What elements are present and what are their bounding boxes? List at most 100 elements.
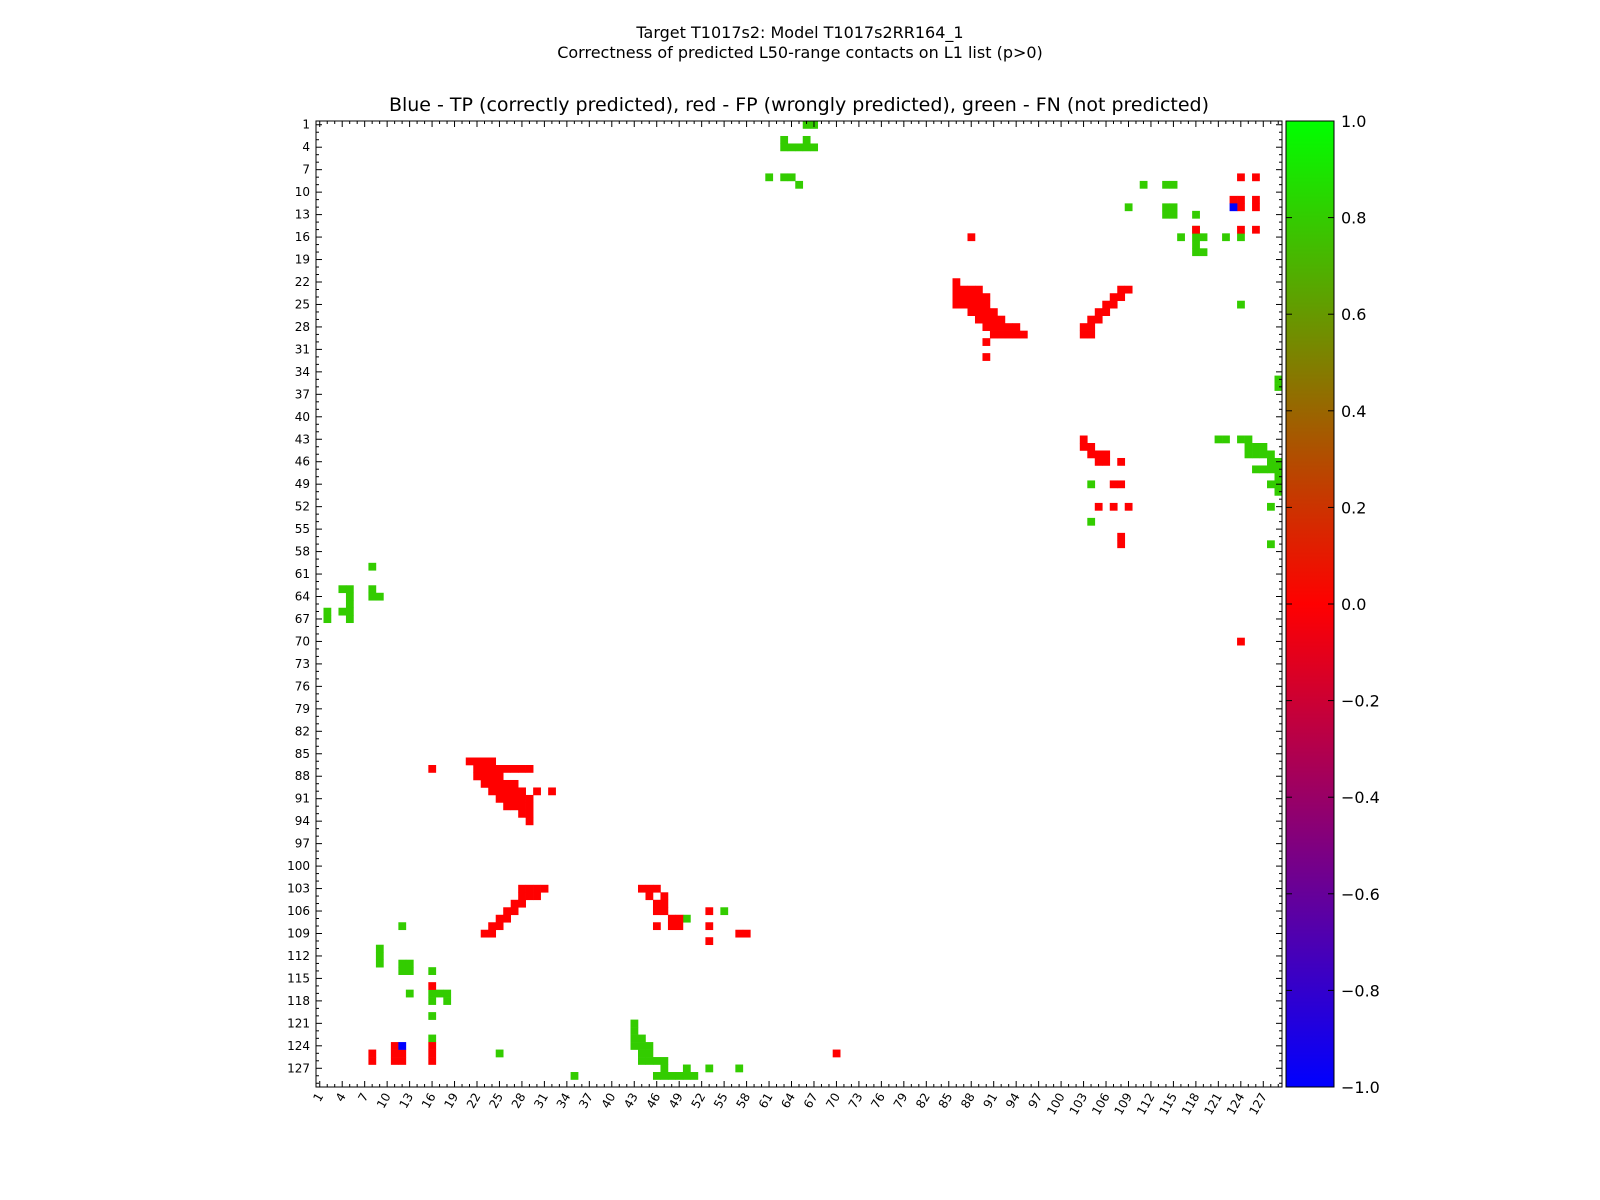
contact-cell-fp — [982, 293, 991, 302]
contact-cell-fp — [368, 1049, 377, 1058]
contact-cell-fp — [480, 757, 489, 766]
contact-cell-fp — [518, 802, 526, 811]
contact-cell-fp — [982, 315, 991, 324]
contact-cell-fp — [488, 779, 497, 788]
y-tick-label: 124 — [287, 1039, 310, 1053]
contact-cell-fn — [345, 585, 354, 594]
x-tick-label: 37 — [576, 1091, 596, 1111]
contact-cell-fp — [1124, 502, 1133, 511]
contact-cell-fp — [533, 884, 541, 893]
x-tick-label: 61 — [756, 1091, 776, 1111]
contact-cell-fp — [428, 765, 437, 773]
contact-cell-fp — [705, 937, 714, 946]
contact-cell-fp — [1102, 300, 1111, 309]
y-tick-label: 13 — [295, 208, 310, 222]
y-tick-label: 16 — [295, 230, 310, 244]
contact-cell-fp — [510, 899, 519, 908]
contact-cell-tp — [398, 1042, 407, 1050]
colorbar-tick-label: 0.0 — [1341, 595, 1366, 614]
contact-cell-fp — [989, 330, 998, 339]
contact-cell-fn — [652, 1057, 661, 1065]
contact-cell-fp — [660, 892, 669, 901]
x-tick-label: 49 — [666, 1091, 686, 1111]
colorbar-tick-label: 0.4 — [1341, 402, 1366, 421]
contact-cell-fn — [345, 615, 354, 624]
contact-cell-fp — [510, 787, 519, 796]
contact-cell-fp — [510, 765, 519, 773]
y-tick-label: 76 — [295, 679, 310, 693]
contact-cell-fp — [488, 765, 497, 773]
y-tick-label: 70 — [295, 634, 310, 648]
x-tick-label: 55 — [711, 1091, 731, 1111]
contact-cell-fp — [989, 323, 998, 331]
contact-cell-fn — [1237, 300, 1245, 309]
y-tick-label: 55 — [295, 522, 310, 536]
contact-cell-fp — [652, 899, 661, 908]
x-tick-label: 100 — [1044, 1091, 1068, 1118]
contact-cell-fp — [1102, 457, 1111, 466]
contact-cell-fp — [667, 922, 676, 931]
contact-cell-fp — [1079, 435, 1088, 444]
contact-cell-fn — [1124, 203, 1133, 212]
y-tick-label: 58 — [295, 545, 310, 559]
y-tick-label: 46 — [295, 455, 310, 469]
contact-cell-fp — [428, 1057, 437, 1065]
contact-cells — [323, 121, 1283, 1080]
x-tick-label: 67 — [801, 1091, 821, 1111]
contact-cell-fp — [1229, 195, 1238, 204]
contact-cell-fp — [675, 922, 684, 931]
contact-cell-fn — [675, 1072, 684, 1080]
contact-cell-fn — [435, 989, 444, 998]
contact-cell-fn — [1267, 540, 1275, 549]
contact-cell-fn — [802, 135, 811, 144]
y-tick-label: 88 — [295, 769, 310, 783]
contact-cell-fp — [525, 809, 534, 818]
contact-cell-fp — [638, 884, 646, 893]
contact-cell-fp — [1252, 225, 1260, 234]
colorbar-ticks: 1.0 0.8 0.6 0.4 0.2 0.0 −0.2 −0.4 −0.6 −0.8 −1.0 — [1286, 112, 1380, 1097]
y-tick-label: 100 — [287, 859, 310, 873]
contact-cell-fp — [974, 293, 983, 302]
x-tick-label: 19 — [441, 1091, 461, 1111]
contact-cell-fp — [1012, 330, 1021, 339]
contact-cell-fp — [518, 892, 526, 901]
contact-cell-fp — [1252, 173, 1260, 182]
contact-cell-fp — [465, 757, 474, 766]
contact-cell-fn — [398, 922, 407, 931]
contact-cell-fn — [1199, 233, 1208, 242]
y-tick-label: 115 — [287, 971, 310, 985]
contact-cell-fp — [398, 1057, 407, 1065]
x-tick-label: 103 — [1067, 1091, 1091, 1118]
contact-cell-fn — [720, 907, 729, 916]
contact-cell-fn — [1244, 450, 1253, 459]
contact-cell-fn — [443, 989, 452, 998]
contact-cell-fn — [1259, 443, 1268, 451]
y-tick-label: 94 — [295, 814, 310, 828]
contact-cell-fn — [1267, 457, 1275, 466]
contact-cell-fp — [495, 914, 504, 923]
contact-cell-tp — [1229, 203, 1238, 212]
contact-cell-fp — [1079, 323, 1088, 331]
contact-cell-fp — [974, 285, 983, 294]
contact-cell-fp — [1124, 285, 1133, 294]
contact-cell-fp — [952, 293, 961, 302]
y-tick-label: 7 — [302, 163, 310, 177]
contact-cell-fp — [967, 293, 976, 302]
contact-cell-fp — [503, 779, 511, 788]
x-tick-label: 1 — [310, 1091, 326, 1105]
contact-cell-fp — [1087, 323, 1096, 331]
contact-cell-fp — [1117, 480, 1126, 489]
contact-cell-fn — [1139, 180, 1148, 189]
contact-cell-fn — [1199, 248, 1208, 257]
contact-cell-fp — [1094, 450, 1103, 459]
contact-cell-fp — [1109, 502, 1118, 511]
contact-cell-fn — [368, 562, 377, 571]
contact-cell-fn — [428, 1034, 437, 1043]
x-tick-label: 7 — [355, 1091, 371, 1105]
contact-cell-fp — [1087, 443, 1096, 451]
contact-cell-fp — [533, 892, 541, 901]
contact-cell-fn — [570, 1072, 579, 1080]
x-tick-label: 46 — [644, 1091, 664, 1111]
contact-cell-fp — [495, 765, 504, 773]
